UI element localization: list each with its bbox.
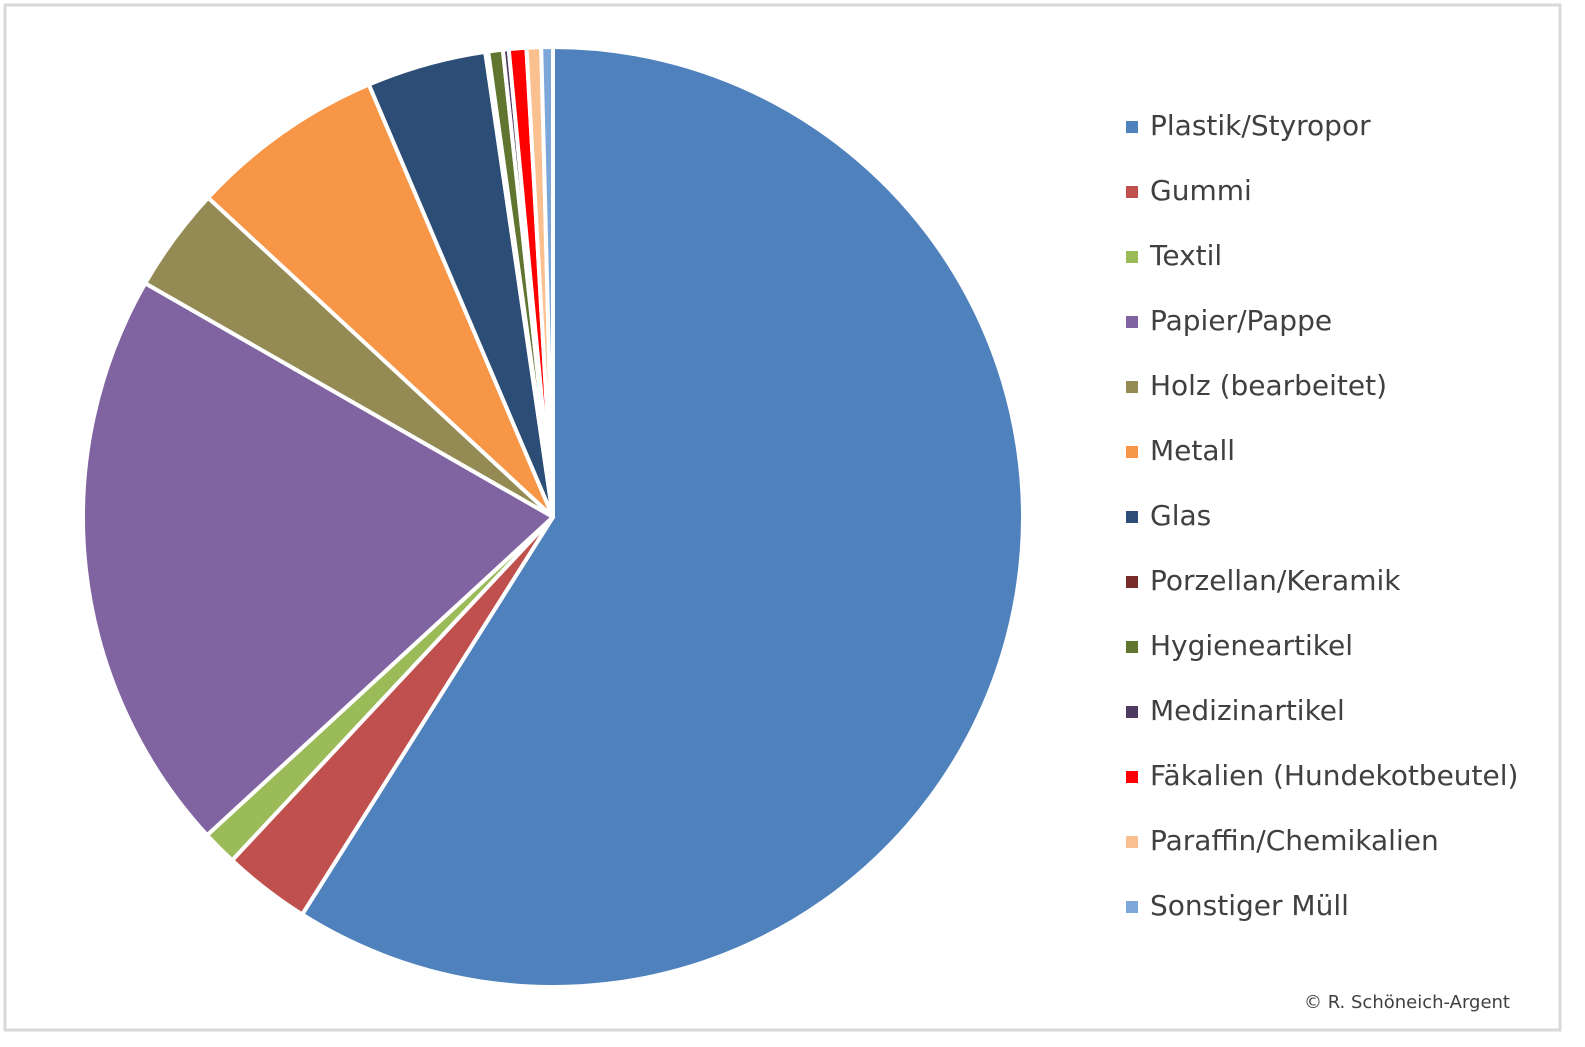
- legend-label: Sonstiger Müll: [1150, 889, 1349, 922]
- legend-label: Medizinartikel: [1150, 694, 1345, 727]
- legend-swatch: [1126, 836, 1138, 848]
- legend-label: Hygieneartikel: [1150, 629, 1353, 662]
- legend-swatch: [1126, 576, 1138, 588]
- legend-swatch: [1126, 186, 1138, 198]
- pie-slice: [81, 281, 555, 838]
- legend-swatch: [1126, 251, 1138, 263]
- legend: Plastik/Styropor Gummi Textil Papier/Pappe H…: [1126, 109, 1518, 922]
- pie-slice: [206, 82, 555, 519]
- legend-swatch: [1126, 381, 1138, 393]
- legend-swatch: [1126, 706, 1138, 718]
- legend-label: Glas: [1150, 499, 1211, 532]
- pie-slice: [539, 45, 555, 519]
- legend-swatch: [1126, 511, 1138, 523]
- legend-label: Fäkalien (Hundekotbeutel): [1150, 759, 1518, 792]
- legend-swatch: [1126, 446, 1138, 458]
- legend-label: Plastik/Styropor: [1150, 109, 1371, 142]
- credit: © R. Schöneich-Argent: [1304, 992, 1510, 1013]
- legend-swatch: [1126, 771, 1138, 783]
- legend-swatch: [1126, 316, 1138, 328]
- legend-label: Metall: [1150, 434, 1235, 467]
- legend-label: Porzellan/Keramik: [1150, 564, 1401, 597]
- legend-swatch: [1126, 121, 1138, 133]
- pie-slice: [300, 45, 1025, 989]
- legend-label: Holz (bearbeitet): [1150, 369, 1387, 402]
- legend-label: Textil: [1149, 239, 1222, 272]
- pie: [81, 45, 1025, 989]
- legend-label: Paraffin/Chemikalien: [1150, 824, 1439, 857]
- legend-swatch: [1126, 641, 1138, 653]
- legend-label: Papier/Pappe: [1150, 304, 1332, 337]
- legend-label: Gummi: [1150, 174, 1252, 207]
- legend-swatch: [1126, 901, 1138, 913]
